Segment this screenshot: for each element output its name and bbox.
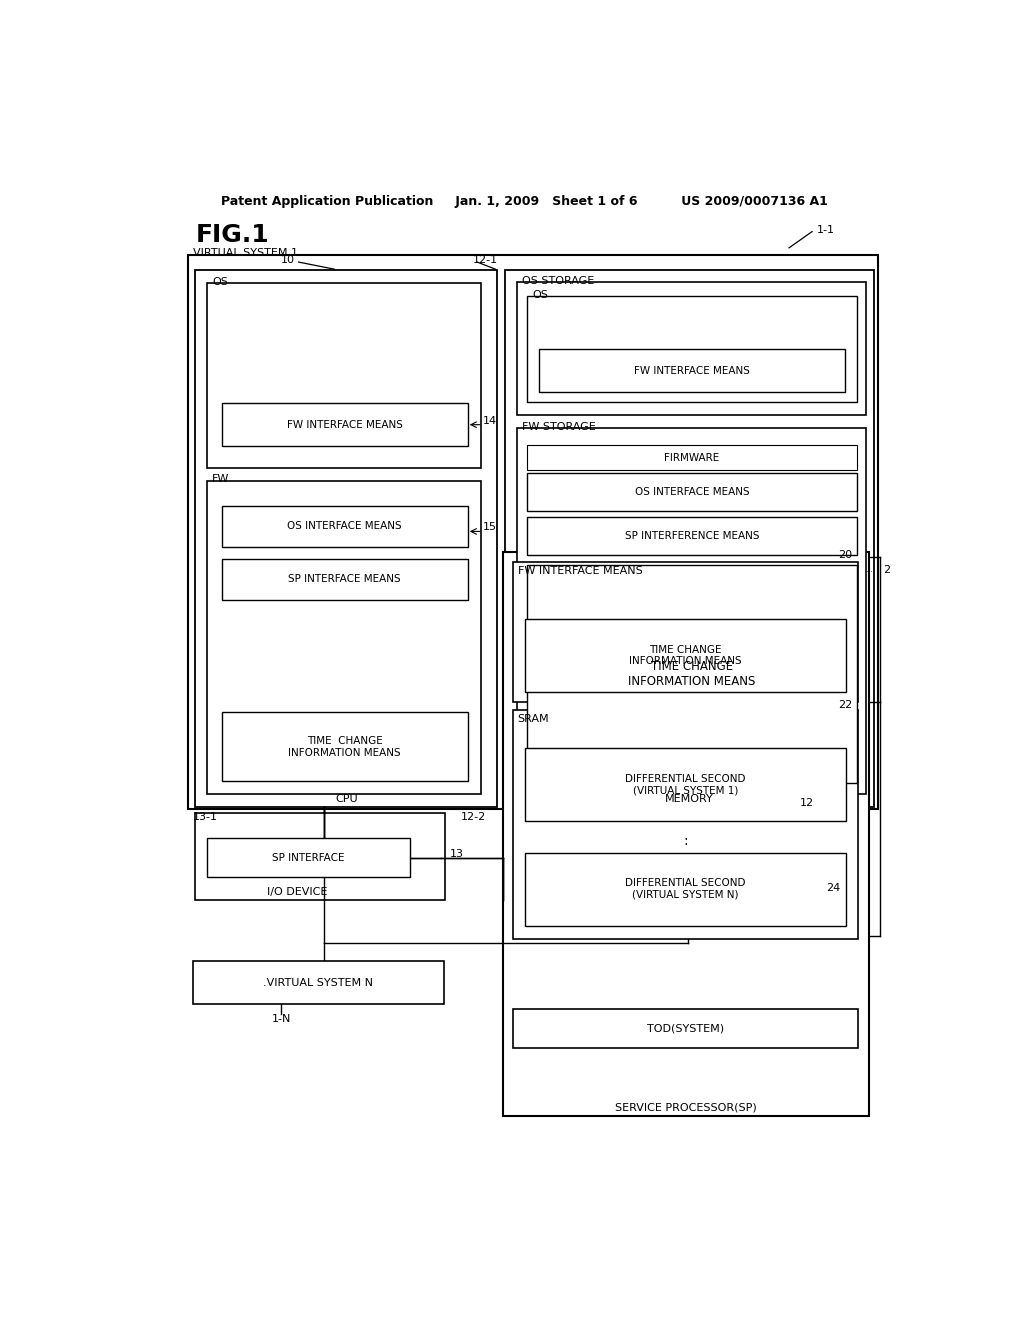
Bar [513,710,858,939]
Text: 13-1: 13-1 [194,812,218,822]
Text: CPU: CPU [335,793,357,804]
Bar [527,445,856,470]
Text: 1-N: 1-N [271,1014,291,1024]
Text: 10: 10 [281,255,294,265]
Bar [196,813,445,900]
Bar [527,474,856,511]
Text: OS STORAGE: OS STORAGE [521,276,594,286]
Bar [187,255,878,809]
Bar [207,284,481,469]
Bar [505,271,873,807]
Text: TIME CHANGE
INFORMATION MEANS: TIME CHANGE INFORMATION MEANS [628,660,756,688]
Bar [196,271,497,807]
Text: 13: 13 [451,849,464,859]
Text: OS: OS [531,289,548,300]
Text: TIME CHANGE
INFORMATION MEANS: TIME CHANGE INFORMATION MEANS [629,644,741,667]
Bar [221,558,468,599]
Text: DIFFERENTIAL SECOND
(VIRTUAL SYSTEM N): DIFFERENTIAL SECOND (VIRTUAL SYSTEM N) [626,878,745,900]
Text: SERVICE PROCESSOR(SP): SERVICE PROCESSOR(SP) [615,1102,757,1113]
Text: 2: 2 [883,565,890,576]
Text: Patent Application Publication     Jan. 1, 2009   Sheet 1 of 6          US 2009/: Patent Application Publication Jan. 1, 2… [221,194,828,207]
Text: OS INTERFACE MEANS: OS INTERFACE MEANS [288,521,402,532]
Bar [524,748,846,821]
Bar [503,552,869,1115]
Text: .VIRTUAL SYSTEM N: .VIRTUAL SYSTEM N [263,978,374,987]
Text: SP INTERFACE: SP INTERFACE [272,853,345,863]
Text: SP INTERFACE MEANS: SP INTERFACE MEANS [289,574,401,585]
Text: I/O DEVICE: I/O DEVICE [267,887,328,898]
Text: TIME  CHANGE
INFORMATION MEANS: TIME CHANGE INFORMATION MEANS [289,737,401,758]
Text: VIRTUAL SYSTEM 1: VIRTUAL SYSTEM 1 [194,248,298,257]
Bar [194,961,443,1005]
Text: ...: ... [865,565,873,573]
Text: FIRMWARE: FIRMWARE [665,453,720,463]
Bar [524,853,846,925]
Bar [221,713,468,781]
Bar [221,404,468,446]
Text: FW: FW [212,474,229,483]
Text: SP INTERFERENCE MEANS: SP INTERFERENCE MEANS [625,531,759,541]
Text: 14: 14 [482,416,497,425]
Text: 22: 22 [839,700,853,710]
Bar [513,562,858,702]
Text: 15: 15 [482,523,497,532]
Text: 20: 20 [839,550,852,560]
Bar [513,1008,858,1048]
Text: OS: OS [212,277,228,288]
Text: DIFFERENTIAL SECOND
(VIRTUAL SYSTEM 1): DIFFERENTIAL SECOND (VIRTUAL SYSTEM 1) [626,774,745,796]
Text: FW INTERFACE MEANS: FW INTERFACE MEANS [287,420,402,430]
Text: TOD(SYSTEM): TOD(SYSTEM) [647,1023,724,1034]
Bar [524,619,846,692]
Bar [517,282,866,414]
Text: MEMORY: MEMORY [666,793,714,804]
Bar [527,517,856,554]
Text: FW INTERFACE MEANS: FW INTERFACE MEANS [634,366,750,376]
Bar [527,565,856,784]
Text: SRAM: SRAM [518,714,549,725]
Bar [539,350,845,392]
Text: 12: 12 [800,797,814,808]
Bar [207,480,481,793]
Bar [207,838,410,876]
Text: FIG.1: FIG.1 [196,223,269,247]
Text: OS INTERFACE MEANS: OS INTERFACE MEANS [635,487,750,498]
Text: :: : [684,834,688,849]
Text: FW INTERFACE MEANS: FW INTERFACE MEANS [518,566,642,576]
Text: FW STORAGE: FW STORAGE [521,422,595,432]
Text: 1-1: 1-1 [817,224,835,235]
Text: 24: 24 [826,883,841,894]
Bar [221,506,468,546]
Text: 12-1: 12-1 [472,255,498,265]
Bar [527,296,856,403]
Bar [517,428,866,793]
Text: 12-2: 12-2 [461,812,486,822]
